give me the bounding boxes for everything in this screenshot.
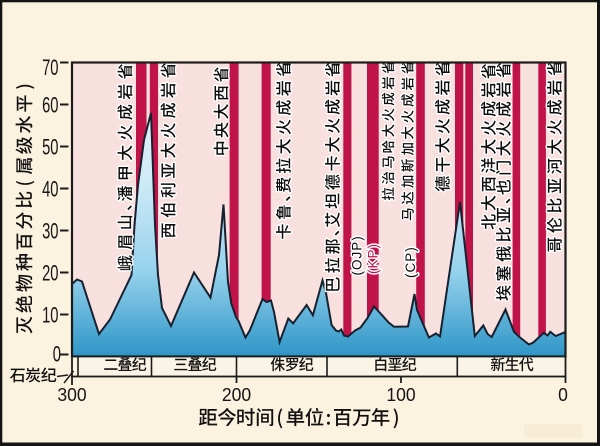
svg-text:0: 0 xyxy=(558,385,568,406)
svg-text:50: 50 xyxy=(42,135,58,160)
svg-text:(CP): (CP) xyxy=(403,246,418,278)
svg-text:40: 40 xyxy=(42,177,58,202)
svg-text:200: 200 xyxy=(222,385,251,406)
svg-text:100: 100 xyxy=(386,385,415,406)
svg-text:60: 60 xyxy=(42,93,58,118)
svg-text:20: 20 xyxy=(42,261,58,286)
svg-text:10: 10 xyxy=(42,303,58,328)
svg-text:(OJP): (OJP) xyxy=(350,235,365,275)
svg-text:0: 0 xyxy=(53,342,61,367)
svg-text:70: 70 xyxy=(42,55,58,80)
svg-text:300: 300 xyxy=(57,385,86,406)
svg-text:(KP): (KP) xyxy=(366,243,381,274)
svg-text:30: 30 xyxy=(42,219,58,244)
